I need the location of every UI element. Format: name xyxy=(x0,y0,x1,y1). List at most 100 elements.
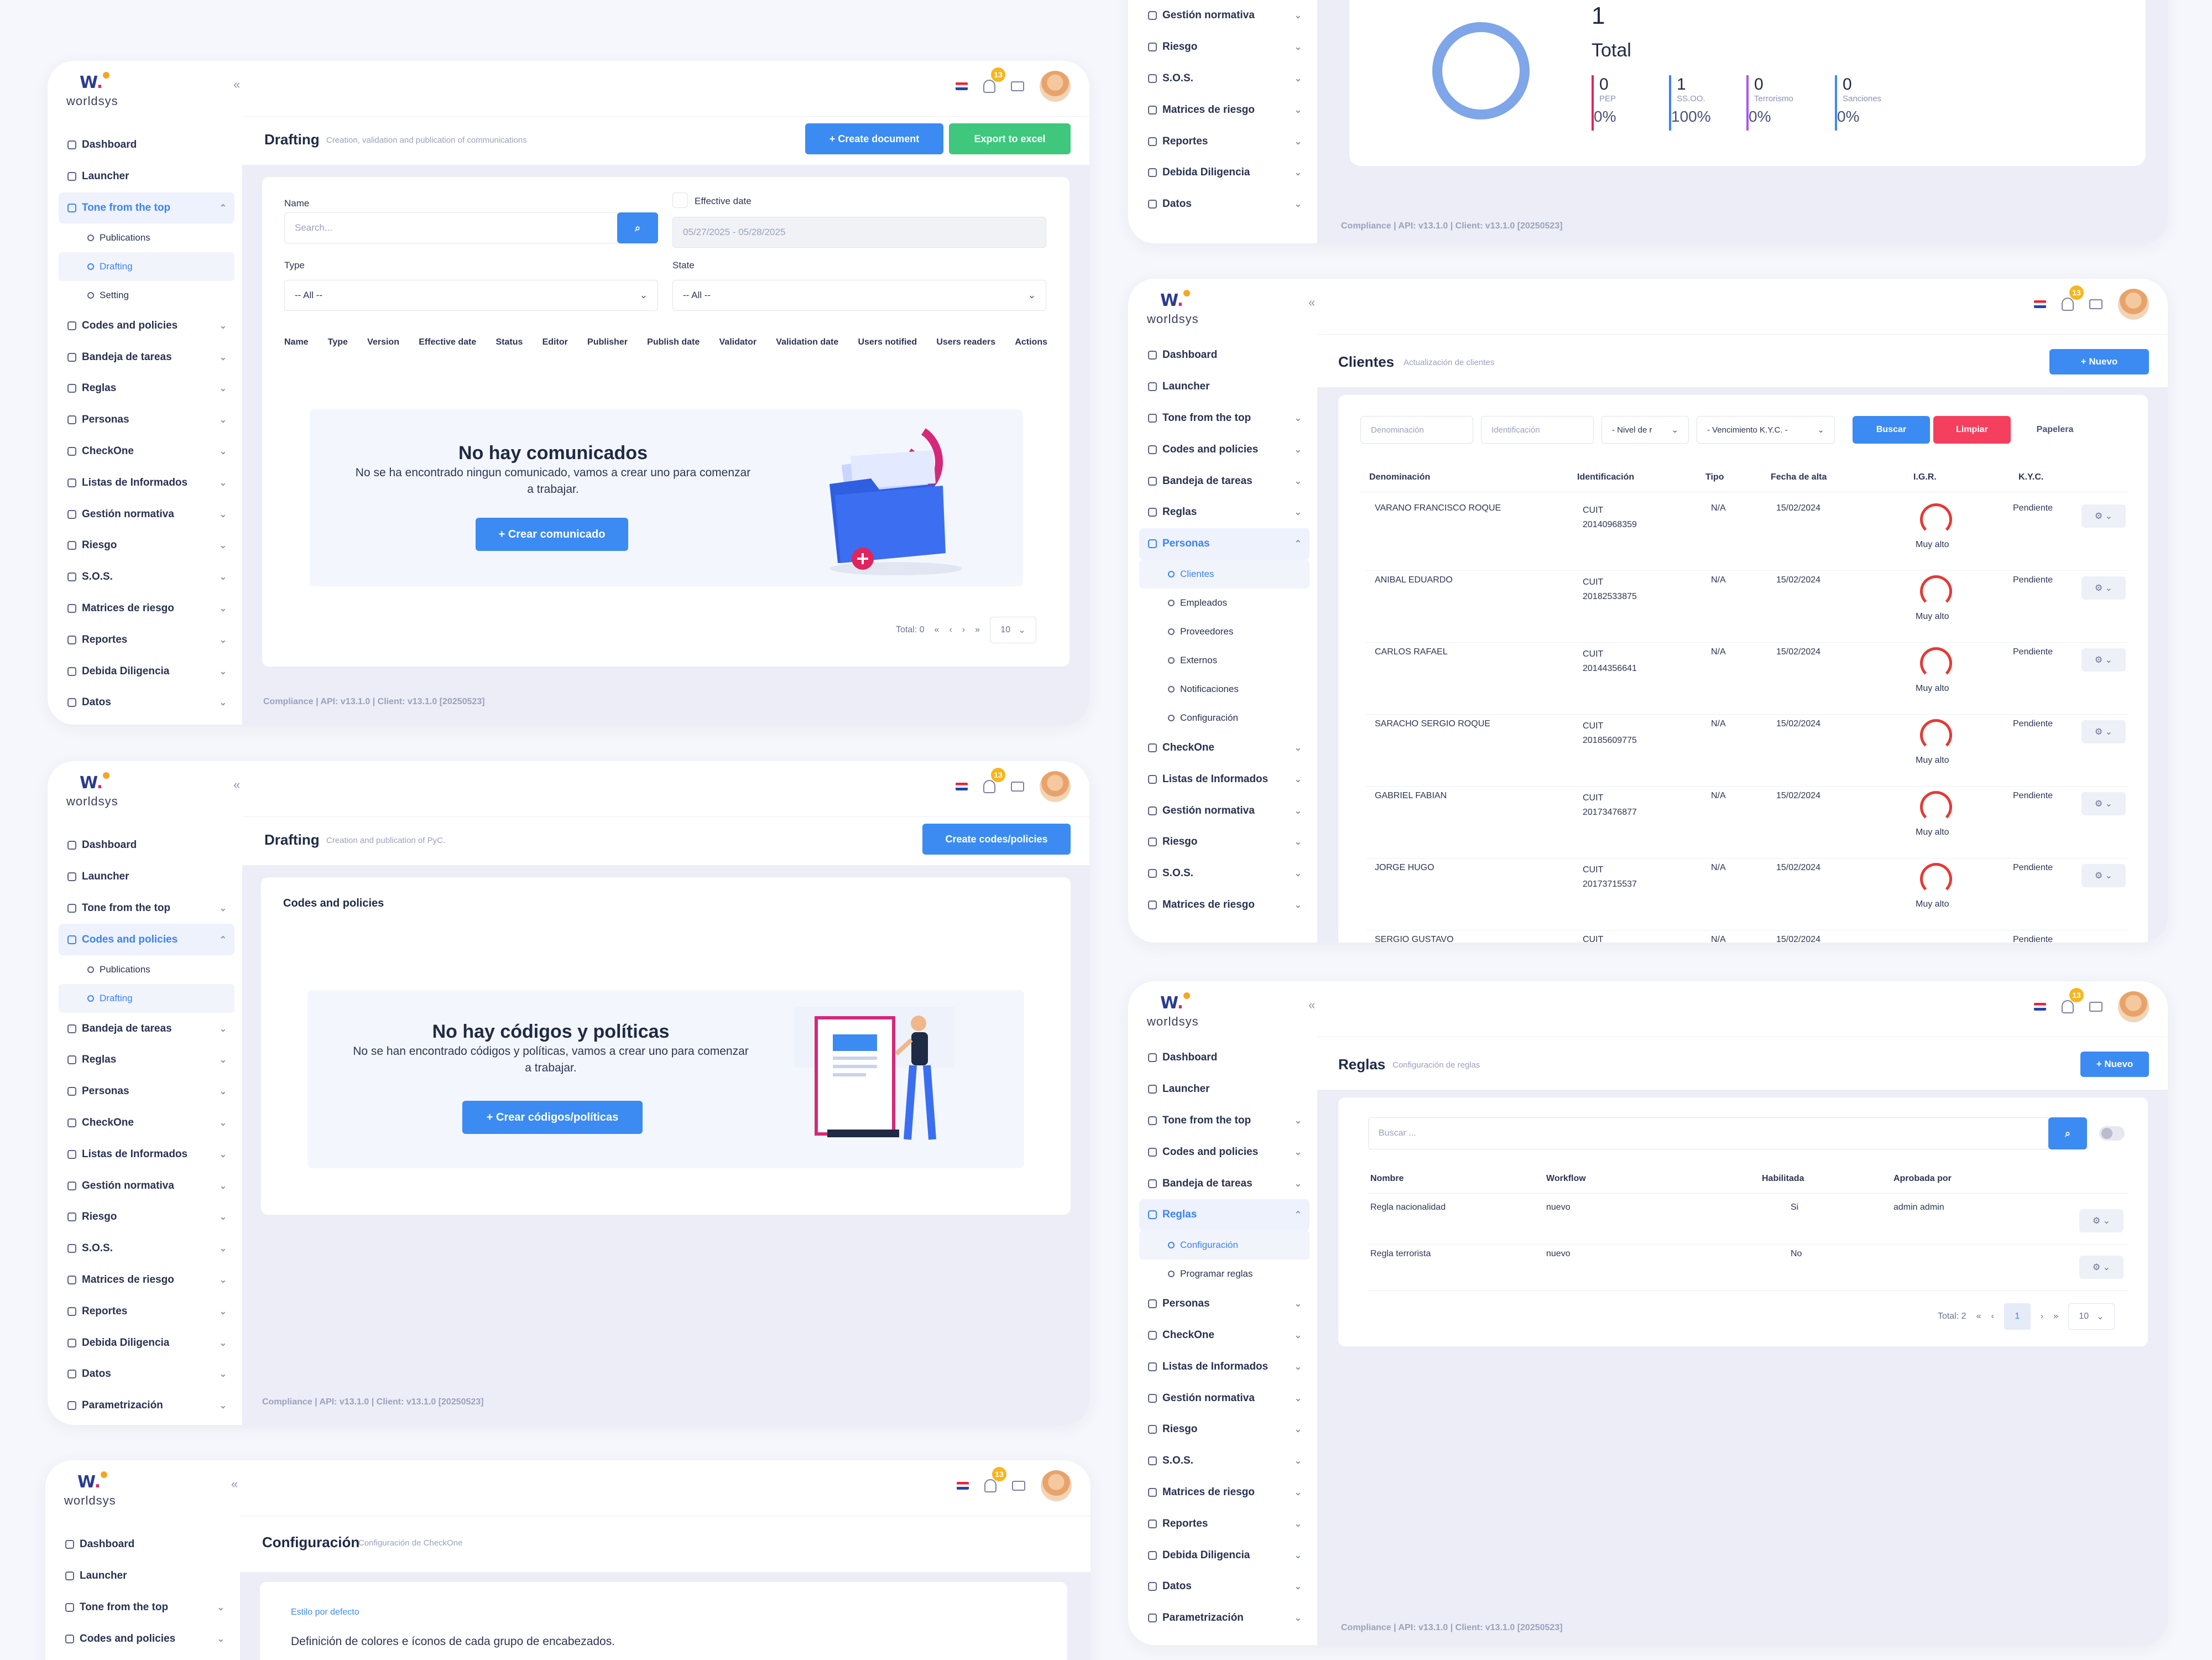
sidebar-item-dashboard[interactable]: Dashboard xyxy=(59,129,234,161)
sidebar-item-publications[interactable]: Publications xyxy=(59,955,234,984)
message-icon[interactable] xyxy=(1011,782,1024,792)
sidebar-item-matrices[interactable]: Matrices de riesgo ⌄ xyxy=(1139,889,1310,921)
sidebar-item-riesgo[interactable]: Riesgo ⌄ xyxy=(59,1201,234,1233)
search-input[interactable]: Search... xyxy=(284,212,620,243)
search-button[interactable]: ⌕ xyxy=(2048,1117,2087,1149)
papelera-button[interactable]: Papelera xyxy=(2016,416,2094,444)
page-size-select[interactable]: 10 ⌄ xyxy=(2068,1303,2115,1330)
sidebar-item-listas[interactable]: Listas de Informados ⌄ xyxy=(1139,1351,1310,1382)
sidebar-item-bandeja[interactable]: Bandeja de tareas ⌄ xyxy=(59,341,234,373)
sidebar-item-gestion[interactable]: Gestión normativa ⌄ xyxy=(1139,1382,1310,1414)
flag-icon[interactable] xyxy=(2034,300,2046,308)
sidebar-item-gestion[interactable]: Gestión normativa ⌄ xyxy=(59,1170,234,1201)
search-input[interactable]: Buscar ... xyxy=(1368,1117,2049,1149)
flag-icon[interactable] xyxy=(956,82,968,90)
bell-icon[interactable]: 13 xyxy=(983,67,1005,93)
sidebar-item-codes[interactable]: Codes and policies ⌃ xyxy=(59,924,234,956)
table-row[interactable]: JORGE HUGO CUIT 20173715537 N/A 15/02/2024 … xyxy=(1366,858,2128,930)
sidebar-item-bandeja[interactable]: Bandeja de tareas ⌄ xyxy=(1139,1168,1310,1199)
sidebar-item-matrices[interactable]: Matrices de riesgo ⌄ xyxy=(1139,94,1310,126)
sidebar-item-personas[interactable]: Personas ⌄ xyxy=(1139,1288,1310,1320)
sidebar-item-matrices[interactable]: Matrices de riesgo ⌄ xyxy=(1139,1477,1310,1508)
sidebar-item-checkone[interactable]: CheckOne ⌄ xyxy=(1139,1320,1310,1351)
sidebar-item-debida[interactable]: Debida Diligencia ⌄ xyxy=(59,655,234,687)
column-header[interactable]: K.Y.C. xyxy=(2018,472,2044,482)
buscar-button[interactable]: Buscar xyxy=(1853,416,1930,444)
bell-icon[interactable]: 13 xyxy=(2062,988,2084,1013)
sidebar-item-externos[interactable]: Externos xyxy=(1139,646,1310,675)
create-codes-empty-button[interactable]: + Crear códigos/políticas xyxy=(462,1101,643,1134)
sidebar-item-checkone[interactable]: CheckOne ⌄ xyxy=(1139,732,1310,764)
table-row[interactable]: VARANO FRANCISCO ROQUE CUIT 20140968359 N/… xyxy=(1366,499,2128,571)
column-header[interactable]: Users notified xyxy=(858,337,917,347)
avatar[interactable] xyxy=(2118,289,2149,320)
column-header[interactable]: Fecha de alta xyxy=(1771,472,1827,482)
sidebar-item-debida[interactable]: Debida Diligencia ⌄ xyxy=(59,1327,234,1359)
sidebar-item-listas[interactable]: Listas de Informados ⌄ xyxy=(59,1138,234,1170)
message-icon[interactable] xyxy=(1011,81,1024,91)
sidebar-item-datos[interactable]: Datos ⌄ xyxy=(1139,189,1310,220)
sidebar-item-listas[interactable]: Listas de Informados ⌄ xyxy=(1139,763,1310,795)
sidebar-item-checkone[interactable]: CheckOne ⌄ xyxy=(59,1107,234,1139)
sidebar-item-debida[interactable]: Debida Diligencia ⌄ xyxy=(1139,1539,1310,1571)
sidebar-item-configuracion[interactable]: Configuración xyxy=(1139,1230,1310,1260)
sidebar-item-riesgo[interactable]: Riesgo ⌄ xyxy=(1139,1414,1310,1445)
sidebar-item-personas[interactable]: Personas ⌄ xyxy=(59,404,234,436)
column-header[interactable]: Identificación xyxy=(1577,472,1635,482)
sidebar-item-launcher[interactable]: Launcher xyxy=(59,161,234,192)
sidebar-item-configuracion[interactable]: Configuración xyxy=(1139,704,1310,732)
next-page-icon[interactable]: › xyxy=(2040,1312,2044,1321)
sidebar-item-tone[interactable]: Tone from the top ⌃ xyxy=(59,192,234,224)
sidebar-item-riesgo[interactable]: Riesgo ⌄ xyxy=(1139,826,1310,858)
sidebar-item-programar[interactable]: Programar reglas xyxy=(1139,1260,1310,1288)
flag-icon[interactable] xyxy=(2034,1003,2046,1011)
state-select[interactable]: -- All -- ⌄ xyxy=(672,280,1046,311)
table-row[interactable]: Regla terrorista nuevo No ⚙ ⌄ xyxy=(1368,1245,2128,1291)
sidebar-item-debida[interactable]: Debida Diligencia ⌄ xyxy=(1139,157,1310,189)
section-link[interactable]: Estilo por defecto xyxy=(291,1607,359,1617)
sidebar-item-codes[interactable]: Codes and policies ⌄ xyxy=(1139,1136,1310,1168)
column-header[interactable]: Status xyxy=(495,337,523,347)
gear-icon[interactable]: ⚙ ⌄ xyxy=(2081,648,2126,672)
create-document-button[interactable]: + Create document xyxy=(805,123,943,154)
message-icon[interactable] xyxy=(1012,1481,1025,1491)
date-range-field[interactable]: 05/27/2025 - 05/28/2025 xyxy=(672,217,1046,248)
sidebar-item-matrices[interactable]: Matrices de riesgo ⌄ xyxy=(59,1264,234,1296)
sidebar-item-riesgo[interactable]: Riesgo ⌄ xyxy=(1139,32,1310,63)
sidebar-item-reportes[interactable]: Reportes ⌄ xyxy=(59,624,234,655)
table-row[interactable]: ANIBAL EDUARDO CUIT 20182533875 N/A 15/02/2… xyxy=(1366,571,2128,643)
vencimiento-kyc-select[interactable]: - Vencimiento K.Y.C. - ⌄ xyxy=(1697,416,1835,444)
column-header[interactable]: Denominación xyxy=(1369,472,1431,482)
table-row[interactable]: GABRIEL FABIAN CUIT 20173476877 N/A 15/02/2… xyxy=(1366,787,2128,858)
gear-icon[interactable]: ⚙ ⌄ xyxy=(2081,576,2126,600)
sidebar-item-codes[interactable]: Codes and policies ⌄ xyxy=(59,310,234,341)
sidebar-item-setting[interactable]: Setting xyxy=(59,281,234,310)
gear-icon[interactable]: ⚙ ⌄ xyxy=(2081,504,2126,528)
export-excel-button[interactable]: Export to excel xyxy=(949,123,1071,154)
sidebar-item-reglas[interactable]: Reglas ⌄ xyxy=(1139,497,1310,528)
sidebar-item-matrices[interactable]: Matrices de riesgo ⌄ xyxy=(59,593,234,625)
sidebar-item-publications[interactable]: Publications xyxy=(59,223,234,252)
last-page-icon[interactable]: » xyxy=(2053,1312,2058,1321)
column-header[interactable]: Nombre xyxy=(1370,1174,1404,1183)
sidebar-item-personas[interactable]: Personas ⌃ xyxy=(1139,528,1310,560)
new-client-button[interactable]: + Nuevo xyxy=(2049,349,2149,374)
table-row[interactable]: SARACHO SERGIO ROQUE CUIT 20185609775 N/A 1… xyxy=(1366,715,2128,787)
column-header[interactable]: Users readers xyxy=(936,337,996,347)
create-codes-button[interactable]: Create codes/policies xyxy=(922,824,1071,855)
sidebar-item-sos[interactable]: S.O.S. ⌄ xyxy=(59,1233,234,1264)
sidebar-item-gestion[interactable]: Gestión normativa ⌄ xyxy=(1139,795,1310,826)
sidebar-item-sos[interactable]: S.O.S. ⌄ xyxy=(1139,63,1310,95)
sidebar-item-reportes[interactable]: Reportes ⌄ xyxy=(59,1295,234,1327)
effective-date-checkbox[interactable] xyxy=(672,192,688,208)
first-page-icon[interactable]: « xyxy=(1976,1312,1981,1321)
sidebar-item-reportes[interactable]: Reportes ⌄ xyxy=(1139,1508,1310,1539)
sidebar-item-dashboard[interactable]: Dashboard xyxy=(1139,340,1310,371)
column-header[interactable]: Publish date xyxy=(647,337,700,347)
column-header[interactable]: Name xyxy=(284,337,309,347)
collapse-icon[interactable]: « xyxy=(233,77,241,91)
table-row[interactable]: SERGIO GUSTAVO CUIT N/A 15/02/2024 Pendient… xyxy=(1375,935,2053,943)
avatar[interactable] xyxy=(1041,1470,1072,1501)
last-page-icon[interactable]: » xyxy=(975,625,980,634)
sidebar-item-codes[interactable]: Codes and policies ⌄ xyxy=(56,1623,232,1654)
